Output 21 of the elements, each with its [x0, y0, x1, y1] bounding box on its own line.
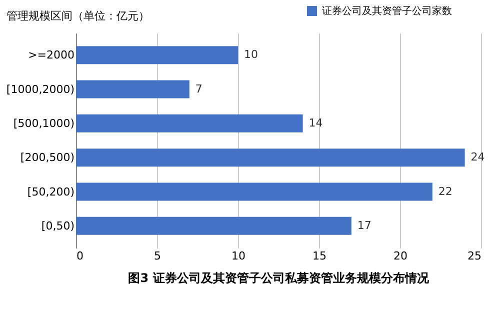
x-tick-label: 25 [468, 250, 482, 262]
y-tick-label: [0,50) [41, 219, 74, 232]
x-tick-label: 15 [312, 250, 326, 262]
data-label: 14 [308, 116, 323, 130]
y-axis-title: 管理规模区间（单位：亿元） [6, 10, 150, 22]
x-tick-label: 20 [394, 250, 408, 262]
y-tick-label: >=2000 [28, 48, 74, 62]
data-label: 24 [470, 150, 485, 164]
x-tick-label: 5 [154, 250, 161, 262]
y-tick-label: [200,500) [20, 151, 74, 164]
y-tick-label: [1000,2000) [6, 82, 74, 96]
y-tick-label: [50,200) [27, 185, 74, 198]
data-label: 10 [244, 48, 258, 62]
text: 图3 证券公司及其资管子公司私募资管业务规模分布情况 [128, 271, 430, 285]
x-tick-label: 10 [232, 250, 246, 262]
data-label: 22 [438, 184, 452, 198]
x-tick-label: 0 [76, 250, 84, 262]
data-label: 17 [357, 218, 372, 232]
legend-label: 证券公司及其资管子公司家数 [322, 5, 452, 17]
y-tick-label: [500,1000) [13, 116, 74, 130]
data-label: 7 [195, 82, 202, 96]
